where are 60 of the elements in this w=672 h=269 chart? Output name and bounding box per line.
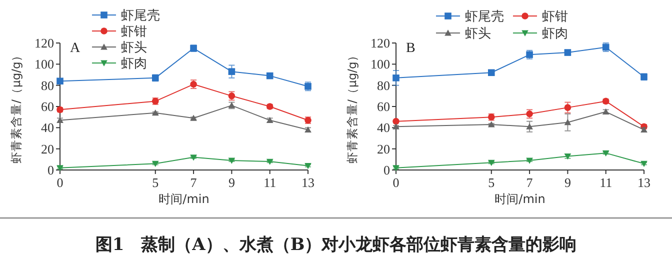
point [564, 104, 572, 111]
x-tick-label: 9 [564, 175, 571, 190]
x-tick-label: 0 [56, 175, 64, 190]
y-tick-label: 0 [48, 162, 54, 178]
caption: 图1 蒸制（A）、水煮（B）对小龙虾各部位虾青素含量的影响 [95, 235, 577, 255]
point [392, 118, 400, 125]
y-tick-label: 120 [370, 36, 390, 51]
point [564, 49, 572, 56]
y-tick-label: 40 [377, 120, 390, 136]
y-tick-label: 60 [377, 99, 390, 114]
point [152, 160, 159, 168]
x-axis-title: 时间/min [494, 192, 546, 206]
point [152, 109, 159, 116]
x-axis-title: 时间/min [158, 192, 210, 206]
y-tick-label: 40 [41, 120, 54, 136]
legend-label: 虾肉 [121, 56, 147, 72]
x-tick-label: 11 [264, 175, 276, 190]
x-tick-label: 7 [526, 175, 534, 190]
annotation: B [406, 41, 416, 56]
x-tick-label: 0 [392, 175, 400, 190]
x-tick-label: 5 [152, 175, 159, 190]
point [228, 68, 236, 75]
point [56, 106, 64, 114]
y-tick-label: 20 [41, 141, 54, 156]
point [640, 160, 648, 168]
legend-label: 虾肉 [542, 26, 568, 42]
x-tick-label: 9 [228, 175, 235, 190]
y-tick-label: 20 [377, 141, 390, 156]
legend-label: 虾头 [465, 26, 491, 42]
y-tick-label: 100 [370, 56, 390, 72]
y-tick-label: 80 [41, 78, 54, 93]
x-tick-label: 13 [638, 175, 650, 190]
x-tick-label: 7 [190, 175, 198, 190]
legend-label: 虾尾壳 [465, 10, 504, 25]
x-tick-label: 5 [488, 175, 495, 190]
y-tick-label: 100 [34, 56, 54, 72]
point [56, 78, 64, 84]
y-axis-title: 虾青素含量/（μg/g） [9, 50, 23, 164]
legend-label: 虾尾壳 [121, 8, 160, 24]
point [392, 74, 400, 82]
point [526, 123, 533, 130]
point [266, 72, 274, 80]
legend-label: 虾钳 [542, 10, 568, 25]
point [488, 69, 495, 76]
point [56, 116, 64, 123]
y-tick-label: 60 [41, 99, 54, 114]
point [190, 154, 197, 161]
annotation: A [70, 41, 81, 56]
legend-label: 虾头 [121, 40, 147, 56]
x-tick-label: 11 [600, 175, 612, 190]
y-tick-label: 0 [384, 162, 390, 178]
y-tick-label: 80 [377, 78, 390, 93]
point [304, 163, 312, 170]
y-tick-label: 120 [34, 36, 54, 51]
point [190, 114, 197, 121]
x-tick-label: 13 [302, 175, 314, 190]
point [392, 123, 400, 130]
y-axis-title: 虾青素含量/（μg/g） [345, 50, 359, 164]
legend-label: 虾钳 [121, 24, 147, 40]
point [564, 118, 572, 126]
